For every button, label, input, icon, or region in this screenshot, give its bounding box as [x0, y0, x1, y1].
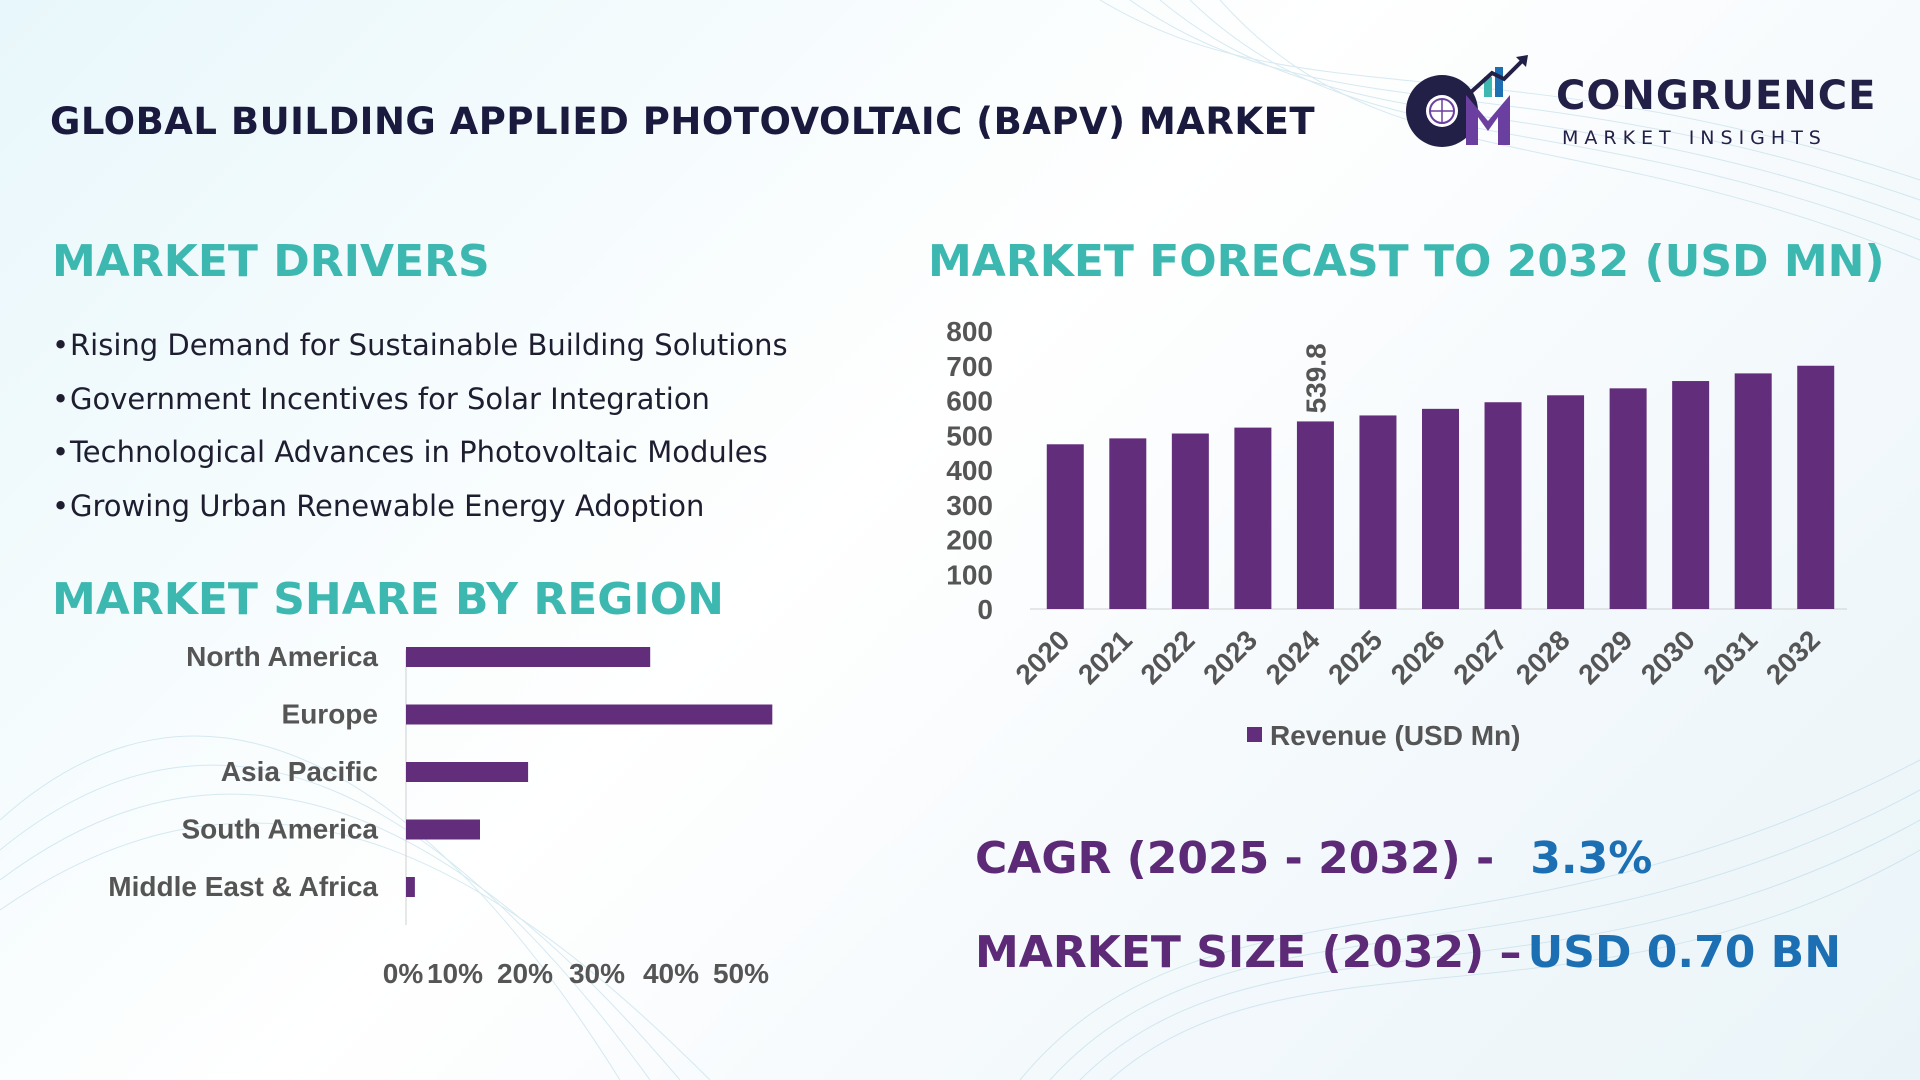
forecast-x-tick-label: 2028 — [1510, 624, 1576, 690]
cagr-label: CAGR (2025 - 2032) - — [975, 833, 1495, 884]
forecast-bar — [1296, 421, 1334, 609]
forecast-x-tick-label: 2026 — [1385, 624, 1451, 690]
region-bar — [406, 647, 651, 667]
forecast-bar — [1484, 402, 1522, 609]
forecast-x-tick-label: 2023 — [1197, 624, 1263, 690]
region-bar — [406, 819, 480, 840]
logo-tagline: MARKET INSIGHTS — [1562, 127, 1827, 149]
forecast-legend-label: Revenue (USD Mn) — [1270, 720, 1520, 751]
forecast-x-tick-label: 2022 — [1135, 624, 1201, 690]
region-category-label: Asia Pacific — [221, 756, 378, 787]
forecast-x-tick-label: 2029 — [1572, 624, 1638, 690]
region-bar — [406, 704, 773, 725]
forecast-x-tick-label: 2030 — [1635, 624, 1701, 690]
forecast-x-tick-label: 2021 — [1072, 624, 1138, 690]
forecast-y-tick-label: 500 — [946, 420, 993, 451]
forecast-bar — [1046, 444, 1084, 609]
forecast-y-tick-label: 300 — [946, 490, 993, 521]
forecast-x-tick-label: 2024 — [1260, 624, 1326, 690]
region-category-label: Europe — [282, 699, 378, 730]
forecast-bar — [1359, 415, 1397, 609]
forecast-heading: MARKET FORECAST TO 2032 (USD MN) — [928, 236, 1885, 287]
forecast-bar — [1422, 408, 1459, 609]
region-category-label: North America — [186, 641, 378, 672]
region-tick-label: 50% — [713, 958, 769, 989]
market-size-stat: MARKET SIZE (2032) – USD 0.70 BN — [975, 927, 1841, 978]
forecast-bar — [1547, 395, 1585, 609]
forecast-x-tick-label: 2031 — [1697, 624, 1763, 690]
forecast-x-tick-label: 2032 — [1760, 624, 1826, 690]
forecast-y-tick-label: 200 — [946, 525, 993, 556]
logo-name: CONGRUENCE — [1556, 73, 1877, 119]
cagr-value: 3.3% — [1530, 833, 1653, 884]
region-bar — [406, 762, 529, 782]
page-title: GLOBAL BUILDING APPLIED PHOTOVOLTAIC (BA… — [50, 100, 1316, 143]
forecast-y-tick-label: 700 — [946, 351, 993, 382]
region-bar — [406, 877, 415, 897]
driver-item: •Growing Urban Renewable Energy Adoption — [52, 483, 788, 537]
drivers-list: •Rising Demand for Sustainable Building … — [52, 322, 788, 536]
bullet-icon: • — [52, 381, 70, 416]
forecast-bar — [1234, 427, 1272, 609]
forecast-y-tick-label: 100 — [946, 559, 993, 590]
forecast-x-tick-label: 2027 — [1447, 624, 1513, 690]
driver-item: •Government Incentives for Solar Integra… — [52, 376, 788, 430]
market-size-value: USD 0.70 BN — [1527, 927, 1842, 978]
region-category-label: Middle East & Africa — [108, 871, 378, 902]
region-tick-label: 40% — [643, 958, 699, 989]
driver-item: •Rising Demand for Sustainable Building … — [52, 322, 788, 376]
forecast-bar — [1797, 365, 1835, 609]
forecast-legend-swatch — [1247, 727, 1262, 742]
bullet-icon: • — [52, 328, 70, 362]
region-tick-label: 0% — [383, 958, 424, 989]
forecast-x-tick-label: 2025 — [1322, 624, 1388, 690]
forecast-bar — [1171, 433, 1209, 609]
bullet-icon: • — [52, 488, 70, 523]
forecast-y-tick-label: 600 — [946, 386, 993, 417]
forecast-x-tick-label: 2020 — [1010, 624, 1076, 690]
forecast-bar — [1672, 381, 1710, 609]
region-category-label: South America — [181, 814, 378, 845]
region-tick-label: 10% — [427, 958, 483, 989]
cagr-stat: CAGR (2025 - 2032) - 3.3% — [975, 833, 1652, 884]
forecast-bar — [1609, 388, 1647, 609]
driver-item: •Technological Advances in Photovoltaic … — [52, 429, 788, 483]
region-heading: MARKET SHARE BY REGION — [52, 574, 724, 625]
forecast-bar — [1734, 373, 1772, 609]
forecast-bar — [1109, 438, 1147, 609]
forecast-y-tick-label: 400 — [946, 455, 993, 486]
forecast-data-label: 539.8 — [1300, 343, 1331, 413]
bullet-icon: • — [52, 435, 70, 469]
market-size-label: MARKET SIZE (2032) – — [975, 927, 1522, 978]
company-logo: CONGRUENCE MARKET INSIGHTS — [1400, 55, 1880, 155]
forecast-y-tick-label: 800 — [946, 316, 993, 347]
region-tick-label: 20% — [497, 958, 553, 989]
drivers-heading: MARKET DRIVERS — [52, 236, 490, 287]
forecast-y-tick-label: 0 — [977, 594, 993, 625]
region-tick-label: 30% — [569, 958, 625, 989]
logo-mark-icon — [1406, 55, 1528, 147]
